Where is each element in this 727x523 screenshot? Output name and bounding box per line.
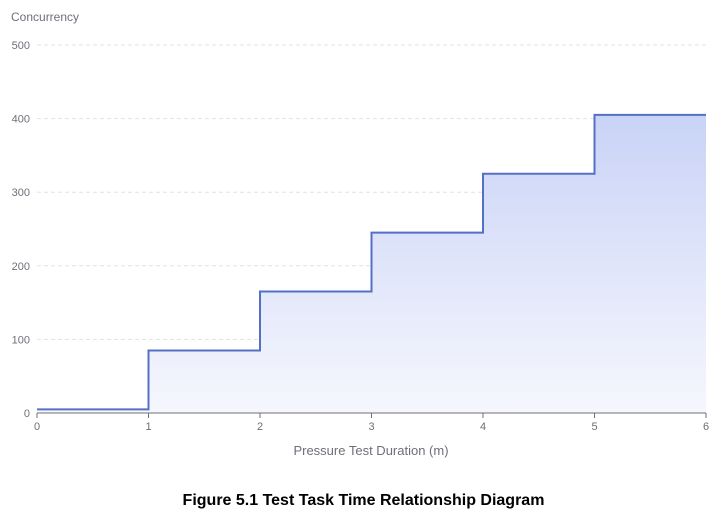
- x-tick-label-3: 3: [368, 421, 374, 433]
- y-tick-label-200: 200: [12, 261, 30, 273]
- y-axis-title: Concurrency: [11, 10, 79, 24]
- x-tick-label-4: 4: [480, 421, 486, 433]
- y-tick-label-400: 400: [12, 114, 30, 126]
- y-tick-label-100: 100: [12, 334, 30, 346]
- x-tick-label-6: 6: [703, 421, 709, 433]
- series-line-layer: [37, 113, 706, 411]
- x-tick-label-1: 1: [145, 421, 151, 433]
- step-line-chart: Concurrency 0 100 200 300 400 500 0 1 2 3 4 5 6 Pre…: [11, 10, 709, 458]
- x-tick-label-5: 5: [591, 421, 597, 433]
- series-line: [37, 113, 706, 411]
- x-tick-labels: 0 1 2 3 4 5 6: [34, 421, 709, 433]
- x-tick-label-0: 0: [34, 421, 40, 433]
- x-axis: [36, 412, 707, 418]
- y-tick-labels: 0 100 200 300 400 500: [12, 40, 30, 420]
- x-tick-label-2: 2: [257, 421, 263, 433]
- y-tick-label-0: 0: [24, 408, 30, 420]
- figure-caption: Figure 5.1 Test Task Time Relationship D…: [182, 492, 545, 509]
- y-tick-label-300: 300: [12, 187, 30, 199]
- x-axis-title: Pressure Test Duration (m): [293, 443, 448, 458]
- y-tick-label-500: 500: [12, 40, 30, 52]
